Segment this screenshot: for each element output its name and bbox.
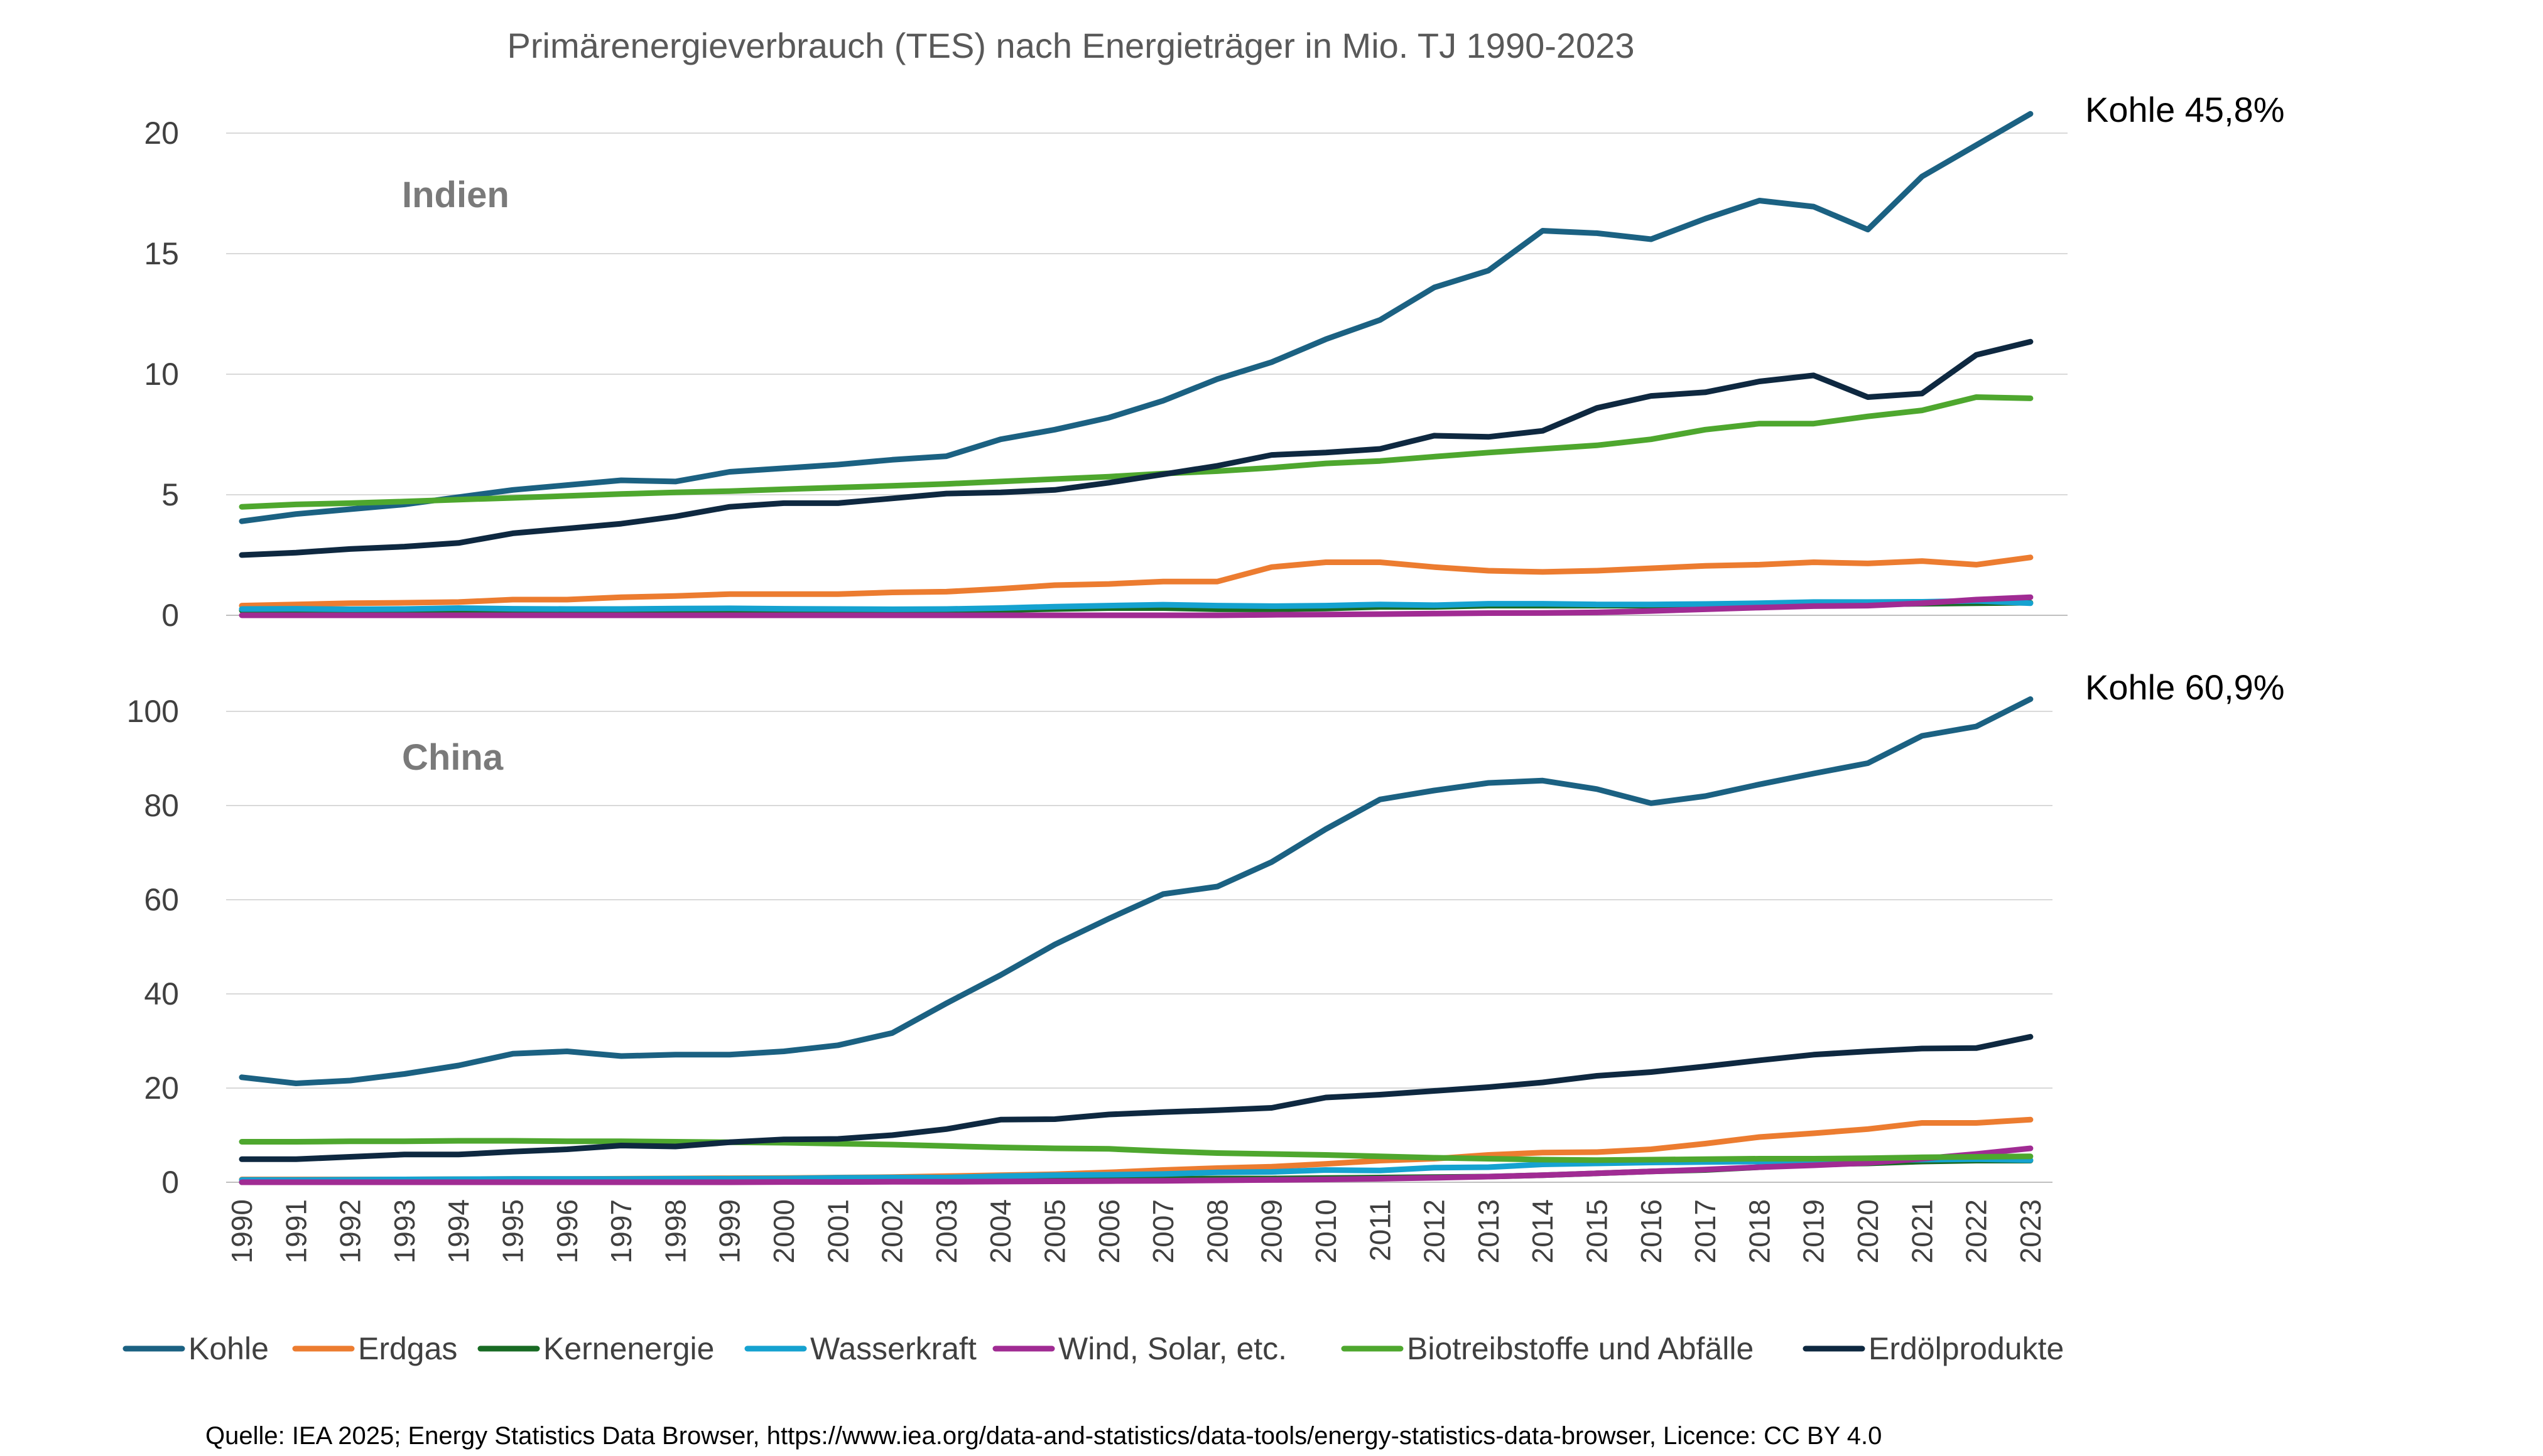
x-tick-label-2017: 2017 (1689, 1199, 1722, 1263)
x-tick-label-2015: 2015 (1581, 1199, 1613, 1263)
series-line-china-biotreibstoffe-und-abf-lle (239, 1138, 2034, 1163)
x-tick-label-2022: 2022 (1960, 1199, 1993, 1263)
y-tick-label-indien-5: 5 (161, 477, 179, 512)
x-tick-label-2005: 2005 (1039, 1199, 1071, 1263)
x-tick-label-2006: 2006 (1093, 1199, 1125, 1263)
series-china (239, 696, 2034, 1185)
y-axis-indien: 0 5 10 15 20 (144, 116, 179, 633)
x-tick-label-2018: 2018 (1743, 1199, 1776, 1263)
x-tick-label-2003: 2003 (930, 1199, 963, 1263)
legend-item-wind-solar-etc: Wind, Solar, etc. (992, 1331, 1287, 1366)
x-tick-label-2004: 2004 (984, 1199, 1017, 1263)
source-note: Quelle: IEA 2025; Energy Statistics Data… (205, 1422, 1882, 1450)
panel-label-indien: Indien (402, 175, 509, 215)
x-tick-label-2021: 2021 (1906, 1199, 1938, 1263)
legend-label-wind-solar-etc: Wind, Solar, etc. (1058, 1331, 1287, 1366)
series-line-indien-erd-lprodukte (239, 338, 2034, 558)
x-tick-label-1993: 1993 (388, 1199, 421, 1263)
y-axis-china: 0 20 40 60 80 100 (127, 694, 179, 1200)
series-line-indien-wind-solar-etc (239, 594, 2034, 618)
x-tick-label-2010: 2010 (1309, 1199, 1342, 1263)
x-tick-label-2016: 2016 (1635, 1199, 1667, 1263)
series-line-indien-wasserkraft (239, 598, 2034, 612)
legend-label-wasserkraft: Wasserkraft (810, 1331, 977, 1366)
panel-label-china: China (402, 737, 504, 778)
x-tick-label-1990: 1990 (225, 1199, 258, 1263)
x-tick-label-1995: 1995 (497, 1199, 529, 1263)
x-tick-label-2008: 2008 (1201, 1199, 1234, 1263)
annotation-kohle-china: Kohle 60,9% (2085, 667, 2285, 707)
annotation-kohle-indien: Kohle 45,8% (2085, 90, 2285, 129)
x-tick-label-1992: 1992 (334, 1199, 367, 1263)
legend: Kohle Erdgas Kernenergie Wasserkraft Wind, S… (122, 1331, 2064, 1366)
x-tick-label-2002: 2002 (876, 1199, 909, 1263)
y-tick-label-china-80: 80 (144, 788, 179, 823)
x-tick-label-1997: 1997 (605, 1199, 637, 1263)
x-tick-label-2023: 2023 (2014, 1199, 2047, 1263)
series-line-china-erd-lprodukte (239, 1033, 2034, 1162)
y-tick-label-china-100: 100 (127, 694, 179, 729)
legend-label-kernenergie: Kernenergie (543, 1331, 714, 1366)
legend-item-erd-lprodukte: Erdölprodukte (1803, 1331, 2064, 1366)
y-tick-label-indien-20: 20 (144, 116, 179, 151)
panel-china: 0 20 40 60 80 100 China Kohle 60,9% (127, 667, 2285, 1200)
legend-item-kernenergie: Kernenergie (477, 1331, 714, 1366)
series-line-china-wind-solar-etc (239, 1145, 2034, 1185)
x-tick-label-1994: 1994 (442, 1199, 475, 1263)
y-tick-label-indien-10: 10 (144, 357, 179, 392)
y-tick-label-china-40: 40 (144, 976, 179, 1011)
x-tick-label-2000: 2000 (767, 1199, 800, 1263)
x-tick-label-2007: 2007 (1147, 1199, 1179, 1263)
x-tick-label-2019: 2019 (1797, 1199, 1830, 1263)
series-line-indien-biotreibstoffe-und-abf-lle (239, 394, 2034, 510)
x-tick-label-2012: 2012 (1418, 1199, 1451, 1263)
legend-label-erdgas: Erdgas (358, 1331, 457, 1366)
y-tick-label-indien-0: 0 (161, 598, 179, 633)
series-line-indien-erdgas (239, 554, 2034, 609)
x-tick-label-2013: 2013 (1472, 1199, 1505, 1263)
series-line-indien-kohle (239, 111, 2034, 524)
legend-item-kohle: Kohle (122, 1331, 269, 1366)
y-tick-label-china-20: 20 (144, 1070, 179, 1106)
x-tick-label-2001: 2001 (821, 1199, 854, 1263)
panel-indien: 0 5 10 15 20 Indien Kohle 45,8% (144, 90, 2284, 633)
x-tick-label-1991: 1991 (279, 1199, 312, 1263)
x-tick-label-1998: 1998 (659, 1199, 691, 1263)
legend-item-wasserkraft: Wasserkraft (744, 1331, 977, 1366)
series-indien (239, 111, 2034, 618)
legend-label-biotreibstoffe-und-abf-lle: Biotreibstoffe und Abfälle (1407, 1331, 1754, 1366)
legend-item-biotreibstoffe-und-abf-lle: Biotreibstoffe und Abfälle (1341, 1331, 1754, 1366)
y-tick-label-indien-15: 15 (144, 236, 179, 271)
x-tick-label-1996: 1996 (551, 1199, 583, 1263)
chart-title: Primärenergieverbrauch (TES) nach Energi… (507, 26, 1635, 65)
legend-label-kohle: Kohle (188, 1331, 269, 1366)
series-line-china-kohle (239, 696, 2034, 1086)
x-axis: 1990 1991 1992 1993 1994 1995 1996 1997 1998 1999… (225, 1199, 2047, 1263)
x-tick-label-2014: 2014 (1526, 1199, 1559, 1263)
y-tick-label-china-0: 0 (161, 1165, 179, 1200)
y-tick-label-china-60: 60 (144, 882, 179, 917)
x-tick-label-2020: 2020 (1852, 1199, 1884, 1263)
x-tick-label-2011: 2011 (1364, 1199, 1396, 1261)
legend-label-erd-lprodukte: Erdölprodukte (1868, 1331, 2064, 1366)
x-tick-label-1999: 1999 (713, 1199, 746, 1263)
legend-item-erdgas: Erdgas (292, 1331, 457, 1366)
x-tick-label-2009: 2009 (1255, 1199, 1288, 1263)
